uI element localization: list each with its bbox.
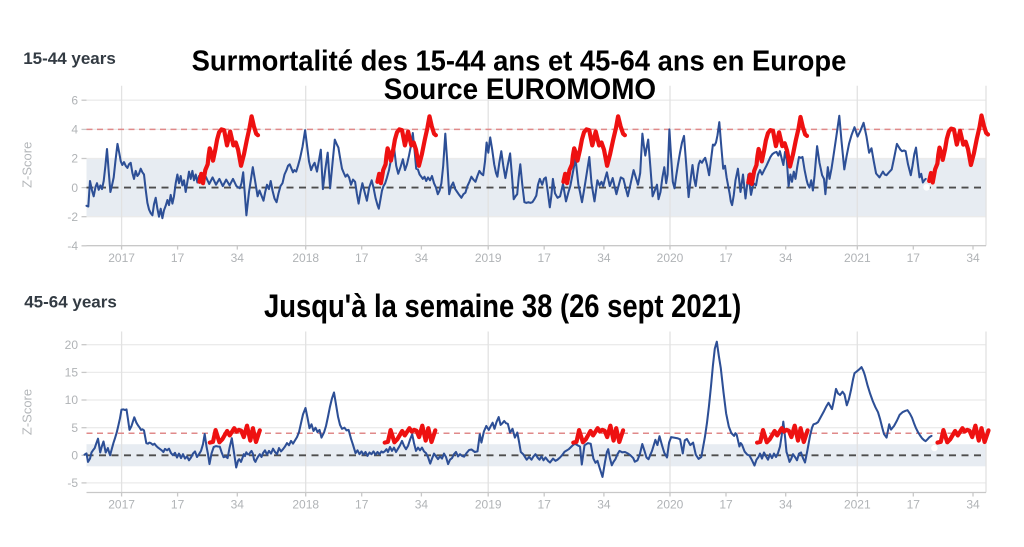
svg-text:34: 34 [231,251,245,265]
svg-text:2018: 2018 [292,498,319,512]
svg-text:Z-Score: Z-Score [20,142,35,188]
svg-text:34: 34 [779,498,793,512]
svg-text:5: 5 [71,421,78,435]
svg-text:17: 17 [907,251,921,265]
svg-text:17: 17 [355,498,369,512]
svg-text:34: 34 [415,498,429,512]
svg-text:17: 17 [907,498,921,512]
svg-text:Surmortalité des 15-44 ans et: Surmortalité des 15-44 ans et 45-64 ans … [192,44,847,77]
svg-text:17: 17 [538,251,552,265]
svg-text:Source EUROMOMO: Source EUROMOMO [384,73,656,106]
svg-text:2017: 2017 [108,251,135,265]
svg-text:17: 17 [171,251,185,265]
svg-text:15-44 years: 15-44 years [23,49,116,68]
svg-text:-2: -2 [67,210,78,224]
svg-text:2: 2 [71,152,78,166]
svg-text:0: 0 [71,181,78,195]
svg-text:Jusqu'à la semaine 38 (26 sept: Jusqu'à la semaine 38 (26 sept 2021) [264,289,741,324]
svg-text:17: 17 [538,498,552,512]
svg-text:34: 34 [415,251,429,265]
svg-text:34: 34 [966,251,980,265]
svg-text:34: 34 [597,498,611,512]
svg-text:2021: 2021 [844,498,871,512]
svg-text:2020: 2020 [657,251,684,265]
svg-text:2019: 2019 [475,251,502,265]
svg-text:17: 17 [719,498,733,512]
svg-text:17: 17 [719,251,733,265]
svg-text:34: 34 [597,251,611,265]
svg-text:2018: 2018 [292,251,319,265]
svg-text:10: 10 [65,393,79,407]
svg-text:0: 0 [71,449,78,463]
svg-text:20: 20 [65,338,79,352]
svg-text:34: 34 [779,251,793,265]
svg-text:-4: -4 [67,239,78,253]
svg-text:17: 17 [355,251,369,265]
svg-text:17: 17 [171,498,185,512]
svg-text:34: 34 [966,498,980,512]
svg-text:2017: 2017 [108,498,135,512]
svg-text:6: 6 [71,93,78,107]
svg-text:-5: -5 [67,476,78,490]
svg-text:4: 4 [71,123,78,137]
svg-text:45-64 years: 45-64 years [24,293,117,312]
svg-text:2019: 2019 [475,498,502,512]
svg-text:15: 15 [65,366,79,380]
svg-text:2020: 2020 [657,498,684,512]
svg-text:Z-Score: Z-Score [20,389,35,435]
svg-text:34: 34 [231,498,245,512]
svg-text:2021: 2021 [844,251,871,265]
